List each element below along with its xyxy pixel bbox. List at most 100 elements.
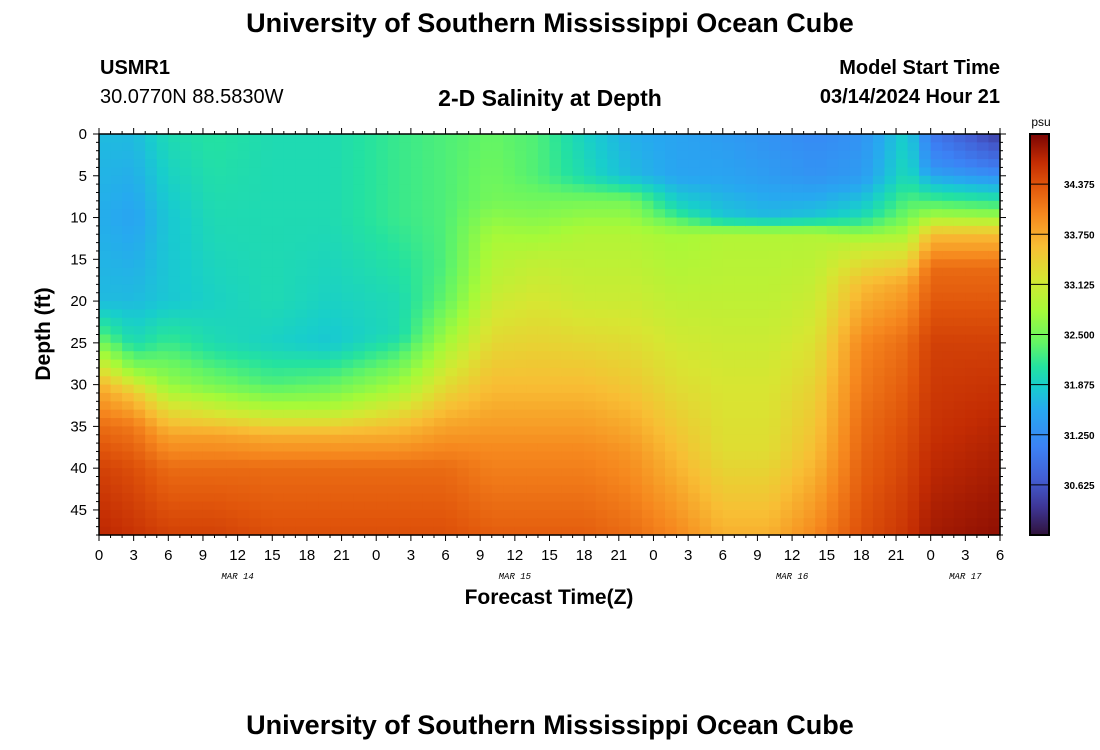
heatmap-cell	[838, 367, 851, 377]
heatmap-cell	[526, 468, 539, 478]
heatmap-cell	[988, 167, 1001, 177]
heatmap-cell	[422, 342, 435, 352]
heatmap-cell	[630, 175, 643, 185]
heatmap-cell	[792, 192, 805, 202]
heatmap-cell	[630, 501, 643, 511]
heatmap-cell	[965, 159, 978, 169]
heatmap-cell	[595, 326, 608, 336]
heatmap-cell	[896, 276, 909, 285]
heatmap-cell	[283, 476, 296, 486]
heatmap-cell	[711, 392, 724, 402]
heatmap-cell	[942, 493, 955, 503]
heatmap-cell	[803, 459, 816, 469]
heatmap-cell	[699, 276, 712, 285]
heatmap-cell	[433, 493, 447, 503]
heatmap-cell	[306, 459, 320, 469]
heatmap-cell	[433, 217, 447, 227]
heatmap-cell	[341, 401, 354, 411]
heatmap-cell	[584, 284, 597, 294]
heatmap-cell	[734, 242, 747, 252]
heatmap-cell	[306, 150, 320, 160]
heatmap-cell	[792, 134, 805, 143]
heatmap-cell	[110, 501, 123, 511]
heatmap-cell	[330, 142, 343, 152]
heatmap-cell	[526, 309, 539, 319]
heatmap-cell	[803, 234, 816, 244]
heatmap-cell	[260, 184, 273, 194]
heatmap-cell	[872, 359, 886, 369]
heatmap-cell	[526, 443, 539, 453]
heatmap-cell	[341, 518, 354, 528]
heatmap-cell	[780, 384, 793, 394]
heatmap-cell	[422, 267, 435, 277]
heatmap-cell	[537, 434, 551, 444]
heatmap-cell	[387, 476, 400, 486]
heatmap-cell	[665, 459, 678, 469]
heatmap-cell	[699, 192, 712, 202]
heatmap-cell	[353, 134, 366, 143]
heatmap-cell	[665, 434, 678, 444]
heatmap-cell	[514, 250, 527, 260]
heatmap-cell	[341, 351, 354, 361]
heatmap-cell	[330, 351, 343, 361]
heatmap-cell	[145, 392, 158, 402]
heatmap-cell	[942, 518, 955, 528]
heatmap-cell	[780, 451, 793, 461]
heatmap-cell	[561, 301, 574, 311]
x-tick-label: 12	[507, 547, 524, 564]
heatmap-cell	[214, 443, 227, 453]
heatmap-cell	[457, 317, 470, 327]
heatmap-cell	[815, 359, 828, 369]
heatmap-cell	[688, 192, 701, 202]
heatmap-cell	[133, 468, 146, 478]
heatmap-cell	[387, 351, 400, 361]
heatmap-cell	[549, 225, 562, 235]
heatmap-cell	[457, 242, 470, 252]
heatmap-cell	[295, 434, 308, 444]
heatmap-cell	[491, 175, 504, 185]
heatmap-cell	[191, 317, 204, 327]
heatmap-cell	[376, 242, 389, 252]
heatmap-cell	[595, 309, 608, 319]
heatmap-cell	[330, 334, 343, 344]
heatmap-cell	[665, 259, 678, 269]
heatmap-cell	[191, 134, 204, 143]
heatmap-cell	[445, 401, 458, 411]
heatmap-cell	[676, 234, 689, 244]
heatmap-cell	[191, 250, 204, 260]
heatmap-cell	[191, 359, 204, 369]
heatmap-cell	[699, 217, 712, 227]
heatmap-cell	[942, 234, 955, 244]
heatmap-cell	[295, 501, 308, 511]
heatmap-cell	[237, 292, 250, 302]
heatmap-cell	[283, 509, 296, 519]
heatmap-cell	[422, 167, 435, 177]
heatmap-cell	[341, 484, 354, 494]
heatmap-cell	[168, 167, 181, 177]
heatmap-cell	[410, 367, 424, 377]
heatmap-cell	[780, 292, 793, 302]
heatmap-cell	[526, 259, 539, 269]
heatmap-cell	[376, 443, 389, 453]
heatmap-cell	[849, 426, 862, 436]
heatmap-cell	[711, 476, 724, 486]
heatmap-cell	[861, 175, 874, 185]
y-tick-label: 20	[70, 293, 87, 310]
heatmap-cell	[341, 209, 354, 219]
station-coords: 30.0770N 88.5830W	[100, 86, 284, 108]
heatmap-cell	[145, 459, 158, 469]
heatmap-cell	[942, 250, 955, 260]
heatmap-cell	[607, 301, 620, 311]
heatmap-cell	[907, 367, 920, 377]
heatmap-cell	[353, 209, 366, 219]
heatmap-cell	[584, 334, 597, 344]
x-tick-label: 0	[372, 547, 380, 564]
heatmap-cell	[295, 301, 308, 311]
heatmap-cell	[468, 342, 481, 352]
heatmap-cell	[376, 484, 389, 494]
heatmap-cell	[179, 284, 193, 294]
heatmap-cell	[676, 342, 689, 352]
heatmap-cell	[318, 267, 331, 277]
heatmap-cell	[214, 451, 227, 461]
heatmap-cell	[364, 267, 377, 277]
